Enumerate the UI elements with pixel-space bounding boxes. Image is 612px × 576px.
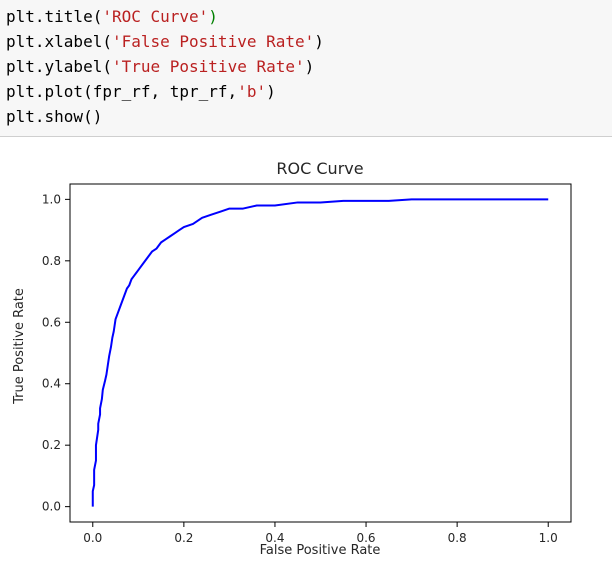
- code-token: plt.xlabel(: [6, 32, 112, 51]
- y-tick-label: 0.2: [42, 438, 61, 452]
- code-token: ): [208, 7, 218, 26]
- x-tick-label: 1.0: [539, 531, 558, 545]
- x-tick-label: 0.2: [174, 531, 193, 545]
- roc-curve-line: [91, 198, 549, 507]
- ticks-layer: 0.0 0.2 0.4 0.6 0.8 1.0 0.0 0.2 0.4 0.6 0.8 1.0: [42, 192, 558, 545]
- code-cell[interactable]: plt.title('ROC Curve') plt.xlabel('False …: [0, 0, 612, 137]
- y-tick-label: 0.0: [42, 500, 61, 514]
- code-token: ): [266, 82, 276, 101]
- x-tick-label: 0.0: [83, 531, 102, 545]
- chart-title: ROC Curve: [276, 159, 363, 178]
- code-line: plt.show(): [6, 104, 612, 129]
- x-tick-label: 0.8: [448, 531, 467, 545]
- x-tick-label: 0.4: [265, 531, 284, 545]
- output-area: ROC Curve False Positive Rate True Posit…: [0, 138, 612, 572]
- code-token: plt.title(: [6, 7, 103, 26]
- code-token: plt.ylabel(: [6, 57, 112, 76]
- y-axis-label: True Positive Rate: [12, 288, 27, 405]
- code-token: ): [304, 57, 315, 76]
- y-tick-label: 0.8: [42, 254, 61, 268]
- x-tick-label: 0.6: [356, 531, 375, 545]
- code-token: plt.show(): [6, 107, 103, 126]
- code-token: 'ROC Curve': [102, 7, 209, 26]
- y-tick-label: 0.6: [42, 315, 61, 329]
- code-line: plt.plot(fpr_rf, tpr_rf,'b'): [6, 79, 612, 104]
- code-token: plt.plot(fpr_rf, tpr_rf,: [6, 82, 238, 101]
- y-tick-label: 0.4: [42, 377, 61, 391]
- x-axis-label: False Positive Rate: [260, 543, 381, 558]
- roc-chart: ROC Curve False Positive Rate True Posit…: [12, 159, 572, 558]
- code-token: 'b': [237, 82, 267, 101]
- code-line: plt.xlabel('False Positive Rate'): [6, 29, 612, 54]
- code-line: plt.ylabel('True Positive Rate'): [6, 54, 612, 79]
- code-line: plt.title('ROC Curve'): [6, 4, 612, 29]
- code-token: 'True Positive Rate': [111, 57, 305, 76]
- plot-frame: [69, 183, 572, 523]
- code-token: ): [314, 32, 324, 51]
- y-tick-label: 1.0: [42, 192, 61, 206]
- code-token: 'False Positive Rate': [111, 32, 315, 51]
